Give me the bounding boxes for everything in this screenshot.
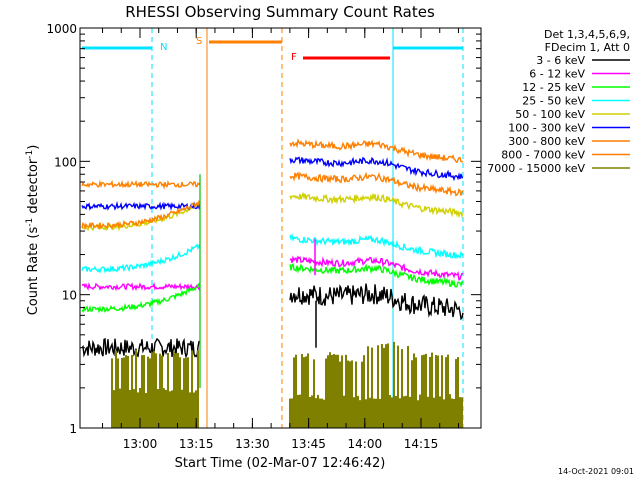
series-trace — [111, 341, 463, 428]
series-line — [81, 200, 201, 212]
series-line — [289, 262, 464, 288]
legend-header: FDecim 1, Att 0 — [545, 41, 630, 54]
series-trace — [81, 255, 463, 292]
flag-label-S: S — [196, 36, 202, 47]
plot-frame — [79, 27, 482, 429]
series-line — [81, 337, 201, 359]
legend: Det 1,3,4,5,6,9,FDecim 1, Att 03 - 6 keV… — [487, 28, 630, 175]
series-line — [289, 191, 464, 219]
y-axis-label: Count Rate (s-1 detector-1) — [25, 145, 41, 316]
series-trace — [81, 283, 464, 359]
footer-date: 14-Oct-2021 09:01 — [558, 467, 634, 476]
plot-area: N S F — [79, 28, 464, 428]
series-trace — [81, 138, 464, 190]
flag-label-N: N — [160, 42, 167, 53]
y-axis-label-sup2: -1 — [25, 150, 35, 159]
legend-entry-label: 300 - 800 keV — [508, 135, 585, 148]
legend-entry-label: 50 - 100 keV — [515, 108, 585, 121]
series-trace — [81, 156, 464, 212]
series-line — [289, 255, 463, 281]
x-axis-label: Start Time (02-Mar-07 12:46:42) — [175, 456, 386, 471]
legend-entry-label: 800 - 7000 keV — [501, 149, 585, 162]
legend-entry-label: 25 - 50 keV — [522, 95, 585, 108]
legend-entry-label: 100 - 300 keV — [508, 122, 585, 135]
y-tick-label: 10 — [62, 289, 77, 303]
series-line — [81, 200, 201, 231]
x-tick-label: 14:15 — [404, 437, 439, 451]
y-tick-label: 100 — [54, 155, 77, 169]
series-line — [81, 281, 201, 292]
x-tick-label: 13:45 — [291, 437, 326, 451]
y-axis-label-part1: Count Rate (s — [26, 227, 41, 316]
x-tick-label: 13:30 — [235, 437, 270, 451]
series-line — [81, 179, 201, 190]
legend-header: Det 1,3,4,5,6,9, — [544, 28, 630, 41]
x-tick-label: 13:00 — [123, 437, 158, 451]
y-axis-label-part2: detector — [26, 158, 41, 218]
series-line — [289, 138, 464, 164]
series-trace — [81, 191, 464, 232]
series-line — [81, 282, 201, 314]
legend-entry-label: 3 - 6 keV — [536, 54, 585, 67]
series-line — [289, 232, 464, 260]
series-line — [289, 171, 464, 197]
series-trace — [81, 232, 464, 274]
flag-label-F: F — [291, 52, 297, 63]
series-trace — [81, 171, 464, 231]
legend-entry-label: 12 - 25 keV — [522, 81, 585, 94]
axes: 1 10 100 1000 13:00 13:15 13:30 13:45 14:00 14:15 — [46, 22, 481, 451]
legend-entry-label: 7000 - 15000 keV — [487, 162, 585, 175]
y-tick-label: 1 — [69, 422, 77, 436]
chart-title: RHESSI Observing Summary Count Rates — [125, 3, 435, 21]
series-line — [289, 156, 464, 182]
y-axis-label-sup1: -1 — [25, 218, 35, 227]
y-axis-label-part3: ) — [26, 145, 41, 150]
x-tick-label: 13:15 — [179, 437, 214, 451]
y-tick-label: 1000 — [46, 22, 77, 36]
series-trace — [81, 262, 464, 314]
series-line — [289, 283, 464, 321]
series-line — [81, 243, 201, 274]
legend-entry-label: 6 - 12 keV — [529, 68, 585, 81]
x-tick-label: 14:00 — [348, 437, 383, 451]
